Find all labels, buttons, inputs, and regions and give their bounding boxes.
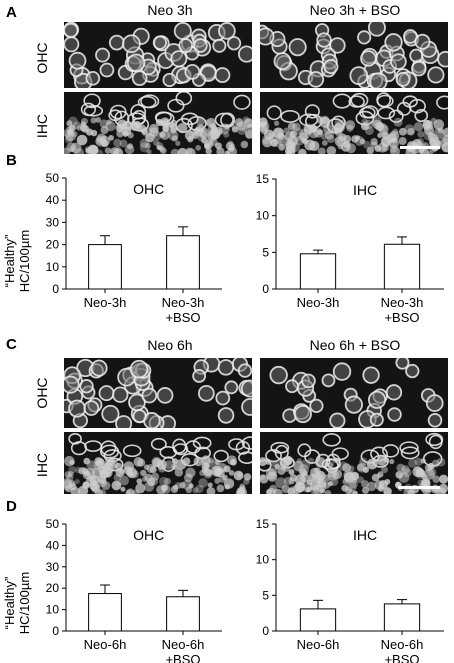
b-ohc-title: OHC: [133, 181, 164, 197]
b-ihc-ytick-label: 15: [256, 172, 270, 186]
d-ohc-bar: [166, 596, 200, 632]
b-ihc-ytick-label: 10: [256, 209, 270, 223]
d-ihc-xtick-label: Neo-6h: [297, 637, 340, 652]
d-ohc-xtick-label: Neo-6h: [162, 637, 205, 652]
d-ohc-ytick-label: 50: [46, 517, 60, 531]
b-ohc-ytick-label: 20: [46, 238, 60, 252]
panel-d-ylabel-line1: “Healthy”: [2, 577, 17, 630]
panel-letter-d: D: [6, 498, 17, 515]
d-ohc-title: OHC: [133, 527, 164, 543]
b-ohc-ytick-label: 30: [46, 215, 60, 229]
d-ihc-ytick-label: 10: [256, 553, 270, 567]
panel-letter-c: C: [6, 336, 17, 353]
micrograph-a-ihc-neo3h-bso: [260, 92, 448, 154]
micrograph-a-ohc-neo3h: [64, 22, 252, 88]
panel-letter-a: A: [6, 4, 17, 21]
b-ihc-bar: [383, 243, 421, 290]
panel-b-ylabel-line1: “Healthy”: [2, 235, 17, 288]
b-ihc-xtick-label: +BSO: [384, 310, 419, 325]
d-ohc-ytick-label: 20: [46, 581, 60, 595]
b-ohc-ytick-label: 0: [52, 282, 59, 296]
b-ohc-xtick-label: Neo-3h: [84, 295, 127, 310]
panel-c-row-ihc: IHC: [34, 452, 50, 478]
b-ihc-title: IHC: [353, 182, 377, 198]
b-ihc-ytick-label: 0: [262, 282, 269, 296]
b-ohc-ytick-label: 10: [46, 260, 60, 274]
panel-letter-b: B: [6, 152, 17, 169]
d-ohc-ytick-label: 40: [46, 538, 60, 552]
b-ohc-bar: [88, 244, 122, 290]
panel-c-title-right: Neo 6h + BSO: [309, 337, 401, 353]
panel-d-ylabel-line2: HC/100µm: [17, 572, 32, 634]
d-ihc-xtick-label: +BSO: [384, 652, 419, 663]
d-ihc-ytick-label: 5: [262, 588, 269, 602]
b-ihc-bar: [299, 253, 337, 290]
d-ohc-xtick-label: +BSO: [165, 652, 200, 663]
panel-d-ylabel: “Healthy” HC/100µm: [2, 572, 32, 634]
d-ohc-ytick-label: 10: [46, 603, 60, 617]
d-ihc-title: IHC: [353, 527, 377, 543]
panel-a-row-ohc: OHC: [34, 42, 50, 74]
panel-b-ylabel: “Healthy” HC/100µm: [2, 230, 32, 292]
micrograph-c-ohc-neo6h-bso: [260, 358, 448, 428]
b-ohc-ytick-label: 50: [46, 171, 60, 185]
d-ihc-ytick-label: 0: [262, 624, 269, 638]
b-ohc-xtick-label: +BSO: [165, 310, 200, 325]
d-ihc-ytick-label: 15: [256, 517, 270, 531]
d-ihc-xtick-label: Neo-6h: [381, 637, 424, 652]
d-ihc-bar: [299, 608, 337, 632]
panel-b-ylabel-line2: HC/100µm: [17, 230, 32, 292]
micrograph-c-ihc-neo6h: [64, 432, 252, 494]
panel-a-title-right: Neo 3h + BSO: [309, 2, 401, 18]
micrograph-a-ihc-neo3h: [64, 92, 252, 154]
b-ihc-xtick-label: Neo-3h: [381, 295, 424, 310]
panel-c-title-left: Neo 6h: [147, 337, 193, 353]
b-ihc-xtick-label: Neo-3h: [297, 295, 340, 310]
panel-a-title-left: Neo 3h: [147, 2, 193, 18]
micrograph-c-ohc-neo6h: [64, 358, 252, 428]
d-ohc-xtick-label: Neo-6h: [84, 637, 127, 652]
b-ohc-ytick-label: 40: [46, 193, 60, 207]
d-ihc-bar: [383, 603, 421, 632]
b-ohc-bar: [166, 235, 200, 290]
d-ohc-bar: [88, 593, 122, 632]
b-ihc-ytick-label: 5: [262, 245, 269, 259]
scale-bar-c: [398, 486, 440, 489]
micrograph-a-ohc-neo3h-bso: [260, 22, 448, 88]
panel-c-row-ohc: OHC: [34, 377, 50, 409]
d-ohc-ytick-label: 30: [46, 560, 60, 574]
panel-a-row-ihc: IHC: [34, 113, 50, 139]
d-ohc-ytick-label: 0: [52, 624, 59, 638]
b-ohc-xtick-label: Neo-3h: [162, 295, 205, 310]
scale-bar-a: [400, 146, 440, 149]
micrograph-c-ihc-neo6h-bso: [260, 432, 448, 494]
